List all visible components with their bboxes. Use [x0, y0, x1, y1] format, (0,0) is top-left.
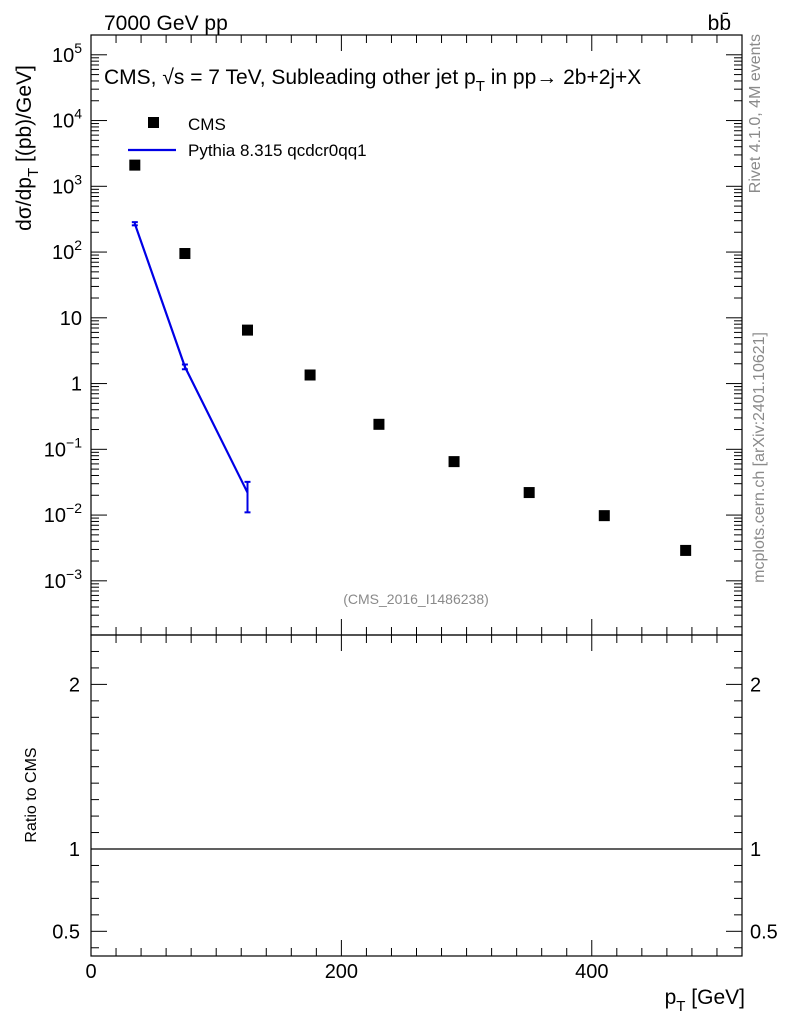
cms-data-point [129, 159, 141, 171]
energy-label: 7000 GeV pp [104, 12, 228, 35]
ratio-y-tick-label-left: 0.5 [52, 921, 80, 943]
ratio-y-tick-labels: 0.5 0.5 1 1 2 2 [52, 674, 778, 943]
ratio-y-tick-label-right: 1 [750, 839, 761, 861]
legend-cms-marker [148, 117, 159, 128]
ratio-x-tick-label: 200 [325, 961, 358, 983]
ratio-x-tick-labels: 0 200 400 [85, 961, 608, 983]
main-y-tick-label: 104 [52, 106, 82, 133]
main-y-tick-label: 10−1 [44, 434, 82, 461]
cms-data-point [448, 456, 460, 468]
main-y-ticks [91, 34, 742, 628]
cms-data-point [523, 487, 535, 499]
ratio-y-tick-label-right: 2 [750, 674, 761, 696]
main-y-tick-label: 1 [71, 374, 82, 396]
main-y-tick-label: 102 [52, 237, 82, 264]
ratio-y-ticks [91, 650, 742, 949]
cms-data-point [373, 418, 385, 430]
cms-data-point [304, 369, 316, 381]
ratio-panel: 0.5 0.5 1 1 2 2 0 200 400 [52, 634, 778, 983]
main-y-tick-label: 105 [52, 40, 82, 67]
cms-data-point [598, 510, 610, 522]
x-axis-label: pT [GeV] [665, 986, 745, 1015]
main-y-tick-label: 10 [60, 308, 82, 330]
legend: CMS Pythia 8.315 qcdcr0qq1 [128, 115, 367, 160]
cms-data-point [241, 324, 253, 336]
chart-title: CMS, √s = 7 TeV, Subleading other jet pT… [104, 66, 641, 95]
ratio-y-tick-label-left: 2 [69, 674, 80, 696]
ratio-y-tick-label-right: 0.5 [750, 921, 778, 943]
ratio-y-tick-label-left: 1 [69, 839, 80, 861]
analysis-watermark: (CMS_2016_I1486238) [343, 591, 489, 607]
ratio-y-axis-label: Ratio to CMS [23, 747, 40, 842]
source-label: mcplots.cern.ch [arXiv:2401.10621] [751, 332, 768, 583]
cms-data-point [680, 544, 692, 556]
main-y-tick-label: 10−3 [44, 566, 82, 593]
rivet-version-label: Rivet 4.1.0, 4M events [747, 34, 764, 193]
process-label: bb̄ [708, 12, 731, 35]
ratio-x-tick-label: 400 [575, 961, 608, 983]
pythia-series [131, 221, 251, 514]
cms-data-series [129, 159, 692, 556]
main-y-axis-label: dσ/dpT [(pb)/GeV] [13, 65, 42, 231]
main-x-ticks [90, 35, 743, 635]
ratio-x-tick-label: 0 [85, 961, 96, 983]
legend-cms-label: CMS [188, 115, 226, 134]
ratio-x-ticks [90, 635, 743, 956]
ratio-panel-frame [90, 634, 743, 957]
legend-pythia-label: Pythia 8.315 qcdcr0qq1 [188, 141, 367, 160]
main-y-tick-label: 103 [52, 171, 82, 198]
pythia-line [133, 223, 249, 494]
main-y-tick-label: 10−2 [44, 500, 82, 527]
cms-data-point [179, 248, 191, 260]
